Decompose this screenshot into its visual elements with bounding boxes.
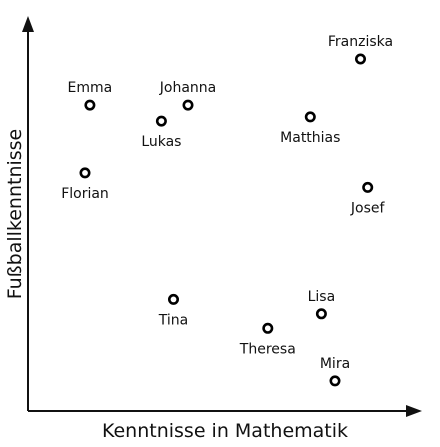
data-point-florian (79, 167, 91, 179)
data-point-johanna (182, 99, 194, 111)
point-label-theresa: Theresa (239, 341, 296, 357)
axes (22, 16, 422, 417)
point-label-josef: Josef (350, 200, 386, 216)
data-point-josef (362, 181, 374, 193)
y-axis-arrow (22, 16, 34, 32)
point-label-lisa: Lisa (308, 289, 336, 305)
x-axis-title: Kenntnisse in Mathematik (102, 420, 348, 442)
data-point-lisa (315, 308, 327, 320)
point-label-franziska: Franziska (328, 34, 393, 50)
data-point-matthias (304, 111, 316, 123)
point-label-lukas: Lukas (141, 134, 181, 150)
data-point-mira (329, 375, 341, 387)
data-point-emma (84, 99, 96, 111)
point-label-tina: Tina (158, 312, 188, 328)
point-label-johanna: Johanna (159, 80, 216, 96)
point-label-mira: Mira (320, 356, 350, 372)
point-label-emma: Emma (68, 80, 113, 96)
data-point-franziska (354, 53, 366, 65)
data-point-lukas (155, 115, 167, 127)
x-axis-arrow (406, 405, 422, 417)
points-layer: Franziska Emma Johanna Lukas Matthias Florian… (61, 34, 393, 387)
point-label-florian: Florian (61, 186, 109, 202)
data-point-theresa (262, 322, 274, 334)
y-axis-title: Fußballkenntnisse (4, 129, 26, 300)
data-point-tina (168, 293, 180, 305)
point-label-matthias: Matthias (280, 130, 340, 146)
